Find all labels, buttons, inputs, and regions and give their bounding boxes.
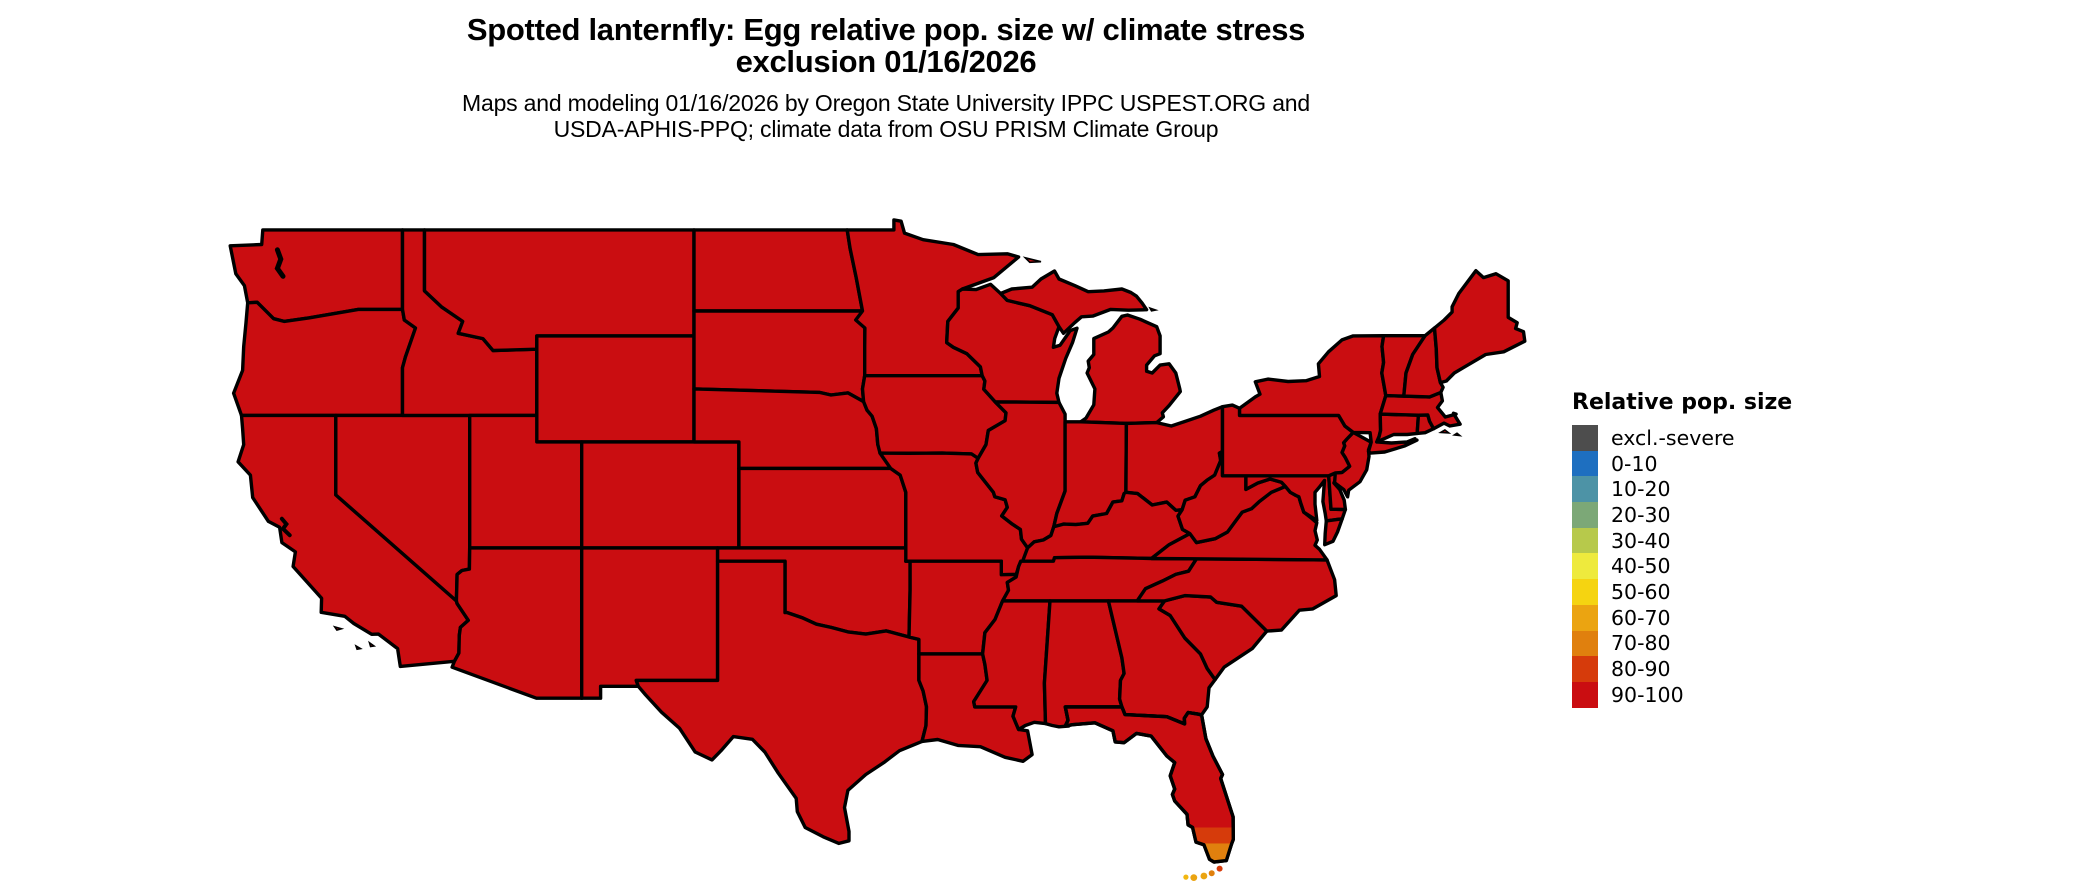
legend-swatch — [1572, 425, 1598, 451]
island — [1148, 306, 1159, 312]
legend-swatch — [1572, 527, 1598, 554]
state-mt — [422, 228, 696, 353]
island — [1022, 256, 1042, 264]
state-az — [450, 546, 584, 700]
legend-swatch — [1572, 604, 1598, 631]
state-nd — [692, 228, 865, 313]
state-mil — [1079, 313, 1182, 426]
legend-label: 0-10 — [1611, 451, 1658, 476]
florida-keys-island — [1190, 874, 1198, 881]
legend-swatch — [1572, 553, 1598, 580]
header: Spotted lanternfly: Egg relative pop. si… — [0, 14, 1772, 143]
map-subtitle-line2: USDA-APHIS-PPQ; climate data from OSU PR… — [553, 116, 1219, 142]
island — [368, 640, 377, 648]
legend-label: 70-80 — [1611, 631, 1671, 656]
map-subtitle: Maps and modeling 01/16/2026 by Oregon S… — [0, 90, 1772, 142]
legend-rows: excl.-severe 0-10 10-20 20-30 30-40 40-50 50-6… — [1572, 425, 1792, 708]
legend-row: 30-40 — [1572, 527, 1792, 554]
legend-label: 80-90 — [1611, 657, 1671, 682]
san-francisco-bay-water — [279, 516, 292, 538]
state-nm — [580, 546, 720, 700]
island — [1438, 429, 1452, 434]
legend-row: 60-70 — [1572, 604, 1792, 631]
legend-row: 10-20 — [1572, 476, 1792, 503]
legend-swatch — [1572, 681, 1598, 708]
state-wy — [535, 334, 696, 444]
legend-row: 0-10 — [1572, 450, 1792, 477]
legend-row: 40-50 — [1572, 553, 1792, 580]
florida-keys-island — [1183, 874, 1189, 880]
us-choropleth-svg — [228, 218, 1527, 881]
map-title-line2: exclusion 01/16/2026 — [735, 44, 1037, 79]
state-fl-outline — [1063, 705, 1235, 864]
island — [1452, 432, 1463, 437]
florida-keys-island — [1208, 870, 1215, 877]
state-vae — [1323, 517, 1344, 547]
state-nc — [1135, 557, 1338, 633]
legend-row: 50-60 — [1572, 579, 1792, 605]
legend-label: 10-20 — [1611, 477, 1671, 502]
legend-row: 90-100 — [1572, 681, 1792, 708]
legend-label: 40-50 — [1611, 554, 1671, 579]
legend-swatch — [1572, 476, 1598, 503]
legend-row: excl.-severe — [1572, 425, 1792, 451]
legend-label: 60-70 — [1611, 605, 1671, 630]
legend-swatch — [1572, 579, 1598, 605]
legend-swatch — [1572, 502, 1598, 528]
map-title: Spotted lanternfly: Egg relative pop. si… — [0, 14, 1772, 78]
legend-label: 50-60 — [1611, 579, 1671, 604]
legend-label: 30-40 — [1611, 528, 1671, 553]
florida-keys-island — [1200, 872, 1208, 880]
florida-keys-island — [1216, 865, 1223, 872]
state-or — [231, 300, 418, 418]
map-title-line1: Spotted lanternfly: Egg relative pop. si… — [466, 12, 1306, 47]
us-map — [219, 218, 1531, 882]
state-ct — [1375, 412, 1421, 444]
legend-swatch — [1572, 656, 1598, 682]
legend: Relative pop. size excl.-severe 0-10 10-20… — [1572, 390, 1792, 708]
legend-title: Relative pop. size — [1572, 390, 1793, 415]
legend-label: 90-100 — [1611, 682, 1684, 707]
legend-row: 80-90 — [1572, 656, 1792, 682]
state-ks — [737, 466, 908, 550]
island — [332, 625, 345, 632]
legend-swatch — [1572, 630, 1598, 657]
puget-sound-water — [274, 247, 286, 279]
legend-label: 20-30 — [1611, 502, 1671, 527]
legend-swatch — [1572, 450, 1598, 477]
state-tx — [634, 559, 929, 846]
legend-row: 70-80 — [1572, 630, 1792, 657]
legend-row: 20-30 — [1572, 502, 1792, 528]
state-co — [580, 440, 741, 550]
island — [354, 644, 363, 651]
state-me — [1432, 269, 1527, 385]
state-miu — [998, 269, 1149, 335]
legend-label: excl.-severe — [1611, 425, 1735, 450]
map-subtitle-line1: Maps and modeling 01/16/2026 by Oregon S… — [462, 90, 1310, 116]
